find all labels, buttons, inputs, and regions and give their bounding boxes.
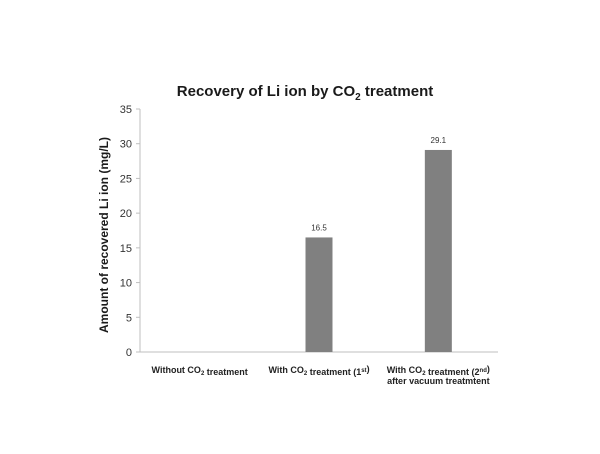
category-label: after vacuum treatmtent — [387, 376, 490, 386]
y-tick-label: 25 — [120, 173, 132, 185]
data-label: 29.1 — [431, 136, 447, 145]
y-tick-label: 35 — [120, 104, 132, 116]
bar — [425, 150, 452, 352]
chart-title: Recovery of Li ion by CO2 treatment — [177, 83, 433, 103]
y-tick-label: 15 — [120, 243, 132, 255]
data-label: 16.5 — [311, 223, 327, 232]
y-tick-label: 0 — [126, 347, 132, 359]
y-tick-label: 30 — [120, 139, 132, 151]
y-axis-title: Amount of recovered Li ion (mg/L) — [97, 137, 111, 333]
y-tick-label: 5 — [126, 312, 132, 324]
category-label: Without CO2 treatment — [152, 365, 248, 377]
category-label: With CO2 treatment (1st) — [268, 364, 369, 377]
y-tick-label: 20 — [120, 208, 132, 220]
bar — [306, 237, 333, 352]
plot-area: 0 5 10 15 20 25 30 35 Without CO2 treatment 16.5 W… — [120, 104, 498, 386]
y-tick-label: 10 — [120, 278, 132, 290]
